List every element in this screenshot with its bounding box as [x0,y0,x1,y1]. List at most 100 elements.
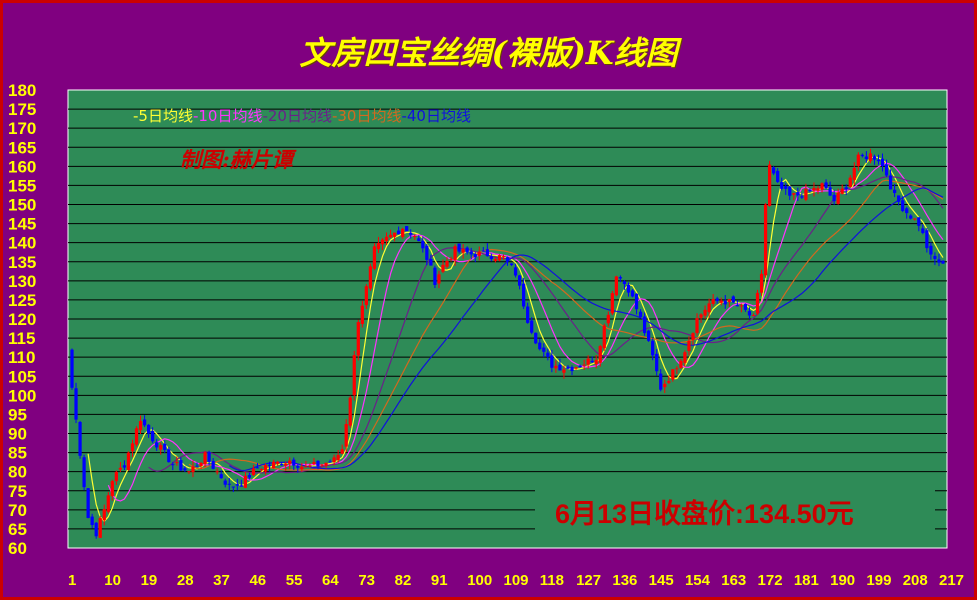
candle-body [134,428,139,445]
candle-body [74,388,78,420]
y-tick-label: 135 [8,253,36,272]
y-tick-label: 150 [8,196,36,215]
candle-body [586,358,590,365]
x-tick-label: 82 [395,572,412,589]
candle-body [388,234,393,238]
candle-body [441,264,445,272]
candle-body [844,187,848,190]
candle-body [493,258,498,262]
candle-body [772,167,776,174]
y-tick-label: 95 [8,405,27,424]
candle-body [505,257,510,262]
candle-body [276,461,280,464]
x-tick-label: 172 [758,572,783,589]
y-tick-label: 140 [8,234,36,253]
candle-body [638,311,643,317]
candle-body [784,186,788,189]
candle-body [848,177,852,188]
candle-body [703,309,707,316]
candle-body [715,298,719,301]
candle-body [497,255,502,261]
candle-body [155,442,159,448]
candle-body [175,462,179,464]
candle-body [667,381,671,383]
candle-body [925,230,929,249]
y-tick-label: 155 [8,176,36,195]
candle-body [98,518,102,538]
candle-body [86,488,90,518]
candle-body [876,159,881,162]
candle-body [731,296,735,303]
candle-body [655,353,659,372]
candle-body [469,251,473,255]
candle-body [364,286,368,306]
candle-body [687,341,691,351]
candle-body [792,193,796,195]
legend-entry: -10日均线 [193,107,263,125]
candle-body [767,164,772,206]
candle-body [763,204,768,276]
candle-body [602,325,606,349]
candle-body [243,475,248,488]
candle-body [626,284,631,293]
candle-body [267,464,272,466]
y-tick-label: 120 [8,310,36,329]
candle-body [239,485,243,487]
candle-body [634,293,639,310]
y-tick-label: 180 [8,81,36,100]
x-tick-label: 91 [431,572,448,589]
candle-body [272,461,276,469]
candle-body [461,249,465,253]
candle-body [562,369,566,373]
candle-body [574,367,578,369]
candle-body [409,232,413,235]
chart-title: 文房四宝丝绸(裸版)K线图 [299,34,678,72]
candle-body [316,460,320,467]
candle-body [606,314,610,324]
candle-body [582,364,586,366]
candle-body [590,360,594,363]
candle-body [227,483,231,485]
candle-body [743,303,748,310]
candle-body [884,164,889,176]
y-axis-ticks: 1801751701651601551501451401351301251201… [8,81,36,558]
candle-body [102,509,106,521]
y-tick-label: 80 [8,463,27,482]
candle-body [570,367,574,372]
candle-body [151,430,155,442]
candle-body [70,349,74,388]
candle-body [413,235,417,238]
candle-body [808,189,812,191]
x-tick-label: 100 [467,572,492,589]
candle-body [909,215,913,219]
legend: -5日均线 -10日均线 -20日均线 -30日均线 -40日均线 [133,107,471,125]
candle-body [344,424,348,447]
candle-body [864,156,869,160]
candle-body [187,471,191,473]
candle-body [312,462,316,465]
candle-body [380,239,385,245]
candle-body [820,183,824,190]
candle-body [868,153,873,162]
candle-body [397,230,401,235]
candle-body [138,421,143,431]
candle-body [328,461,332,463]
candle-body [251,468,256,476]
candle-body [110,481,114,497]
candle-body [437,274,441,284]
candle-body [235,484,239,486]
candle-body [812,187,816,191]
candle-body [179,460,183,471]
candle-body [840,188,844,194]
candle-body [429,258,433,266]
candle-body [542,347,546,352]
candle-body [755,292,760,314]
candle-body [888,175,893,190]
x-tick-label: 154 [685,572,711,589]
candle-body [526,306,530,323]
candle-body [610,293,614,314]
candle-body [522,283,526,307]
legend-entry: -5日均线 [133,107,193,125]
candle-body [159,445,163,450]
candle-body [421,240,425,249]
